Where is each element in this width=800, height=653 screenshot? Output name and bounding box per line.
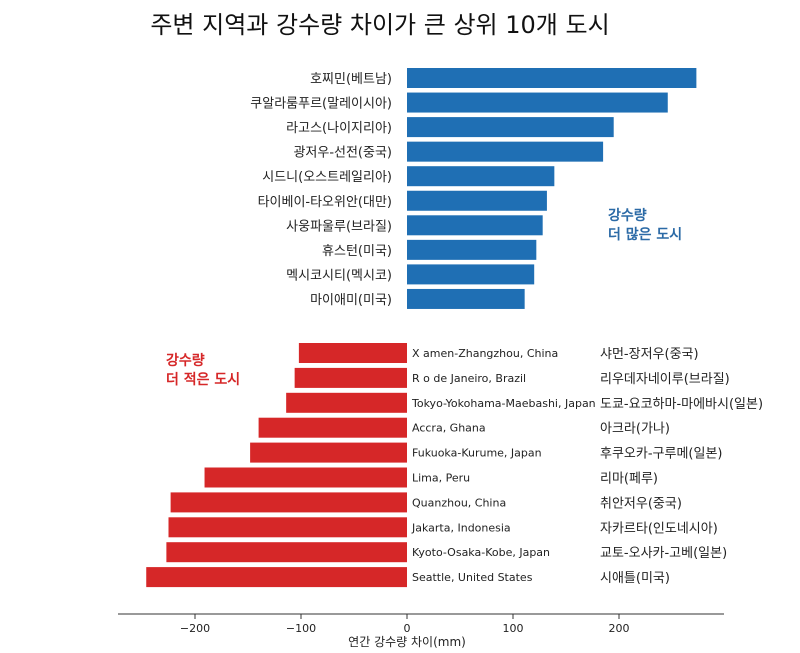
- label-drier-en-9: Seattle, United States: [412, 571, 533, 584]
- bar-drier-4: [250, 442, 407, 463]
- x-tick-label-1: −100: [286, 622, 316, 635]
- x-axis-title: 연간 강수량 차이(mm): [348, 635, 466, 649]
- label-wetter-9: 마이애미(미국): [310, 293, 392, 308]
- label-drier-en-8: Kyoto-Osaka-Kobe, Japan: [412, 546, 550, 559]
- drier-annotation-line1: 강수량: [166, 352, 205, 369]
- label-wetter-4: 시드니(오스트레일리아): [262, 170, 392, 185]
- label-drier-ko-1: 리우데자네이루(브라질): [600, 372, 730, 387]
- label-drier-en-4: Fukuoka-Kurume, Japan: [412, 447, 542, 460]
- label-drier-ko-5: 리마(페루): [600, 472, 658, 487]
- x-tick-label-3: 100: [503, 622, 524, 635]
- wetter-annotation-line1: 강수량: [608, 207, 647, 224]
- bar-wetter-0: [407, 68, 697, 88]
- label-drier-en-2: Tokyo-Yokohama-Maebashi, Japan: [411, 397, 596, 410]
- bar-drier-5: [204, 467, 407, 488]
- bar-wetter-2: [407, 117, 614, 138]
- bar-wetter-8: [407, 264, 535, 285]
- x-axis-ticks: −200 −100 0 100 200: [180, 614, 630, 635]
- wetter-annotation-line2: 더 많은 도시: [608, 226, 682, 243]
- bar-wetter-6: [407, 215, 543, 236]
- label-wetter-0: 호찌민(베트남): [310, 72, 392, 87]
- label-drier-en-3: Accra, Ghana: [412, 422, 486, 435]
- label-drier-en-7: Jakarta, Indonesia: [411, 521, 511, 534]
- bar-drier-0: [298, 343, 407, 363]
- label-drier-en-5: Lima, Peru: [412, 472, 470, 485]
- bar-drier-8: [166, 542, 407, 563]
- label-drier-ko-7: 자카르타(인도네시아): [600, 521, 718, 536]
- bar-drier-2: [286, 392, 407, 413]
- label-drier-ko-4: 후쿠오카-구루메(일본): [600, 447, 722, 462]
- bar-wetter-7: [407, 239, 537, 260]
- label-drier-ko-3: 아크라(가나): [600, 422, 670, 437]
- label-drier-ko-9: 시애틀(미국): [600, 571, 670, 586]
- x-tick-label-0: −200: [180, 622, 210, 635]
- label-drier-ko-2: 도쿄-요코하마-마에바시(일본): [600, 397, 763, 412]
- bar-drier-3: [258, 417, 407, 438]
- label-wetter-6: 사웅파울루(브라질): [286, 219, 392, 234]
- label-wetter-1: 쿠알라룸푸르(말레이시아): [250, 97, 392, 112]
- bar-wetter-5: [407, 190, 547, 211]
- bar-wetter-4: [407, 166, 555, 187]
- label-drier-ko-6: 취안저우(중국): [600, 496, 682, 511]
- label-wetter-7: 휴스턴(미국): [322, 244, 392, 259]
- label-drier-en-0: X amen-Zhangzhou, China: [412, 347, 558, 360]
- chart-title: 주변 지역과 강수량 차이가 큰 상위 10개 도시: [150, 11, 609, 39]
- label-drier-en-6: Quanzhou, China: [412, 496, 506, 509]
- label-wetter-5: 타이베이-타오위안(대만): [258, 195, 392, 210]
- drier-annotation-line2: 더 적은 도시: [166, 371, 240, 388]
- label-wetter-3: 광저우-선전(중국): [293, 146, 392, 161]
- bar-wetter-3: [407, 141, 604, 162]
- x-tick-label-4: 200: [609, 622, 630, 635]
- bar-drier-6: [170, 492, 407, 513]
- label-drier-ko-0: 샤먼-장저우(중국): [600, 347, 699, 362]
- x-tick-label-2: 0: [404, 622, 411, 635]
- bar-drier-1: [294, 367, 407, 388]
- label-wetter-2: 라고스(나이지리아): [286, 121, 392, 136]
- bar-drier-7: [168, 517, 407, 538]
- bar-drier-9: [146, 567, 408, 588]
- label-drier-en-1: R o de Janeiro, Brazil: [412, 372, 526, 385]
- bar-wetter-9: [407, 288, 525, 309]
- bar-wetter-1: [407, 92, 668, 113]
- wetter-cities-group: 호찌민(베트남) 쿠알라룸푸르(말레이시아) 라고스(나이지리아) 광저우-선전(중국…: [250, 68, 697, 309]
- drier-cities-group: X amen-Zhangzhou, China 샤먼-장저우(중국) R o de …: [146, 343, 763, 588]
- label-drier-ko-8: 교토-오사카-고베(일본): [600, 546, 727, 561]
- label-wetter-8: 멕시코시티(멕시코): [286, 268, 392, 283]
